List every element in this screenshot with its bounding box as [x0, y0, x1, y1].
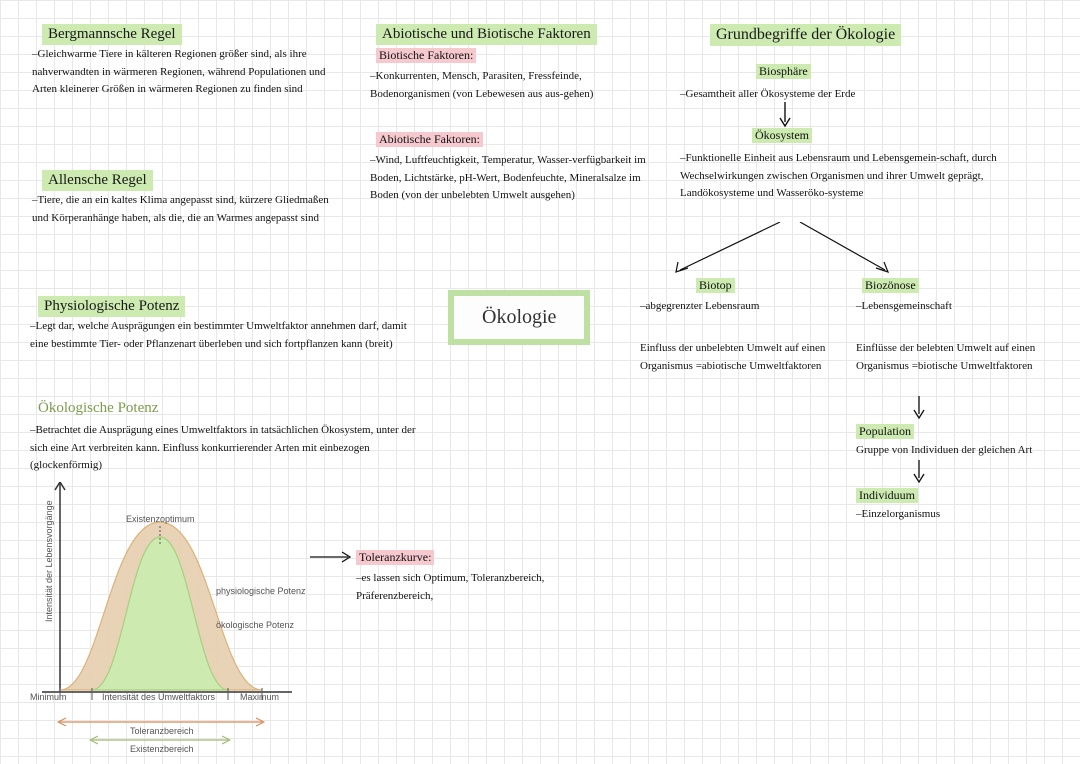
abiot-text: –Wind, Luftfeuchtigkeit, Temperatur, Was… — [370, 152, 650, 205]
grund-title: Grundbegriffe der Ökologie — [710, 24, 901, 46]
tol-label: Toleranzkurve: — [356, 550, 434, 565]
individuum-text: –Einzelorganismus — [856, 506, 1066, 524]
center-title: Ökologie — [482, 306, 556, 328]
oekosystem-text: –Funktionelle Einheit aus Lebensraum und… — [680, 150, 1050, 203]
tol-text: –es lassen sich Optimum, Toleranzbereich… — [356, 570, 596, 605]
svg-text:Toleranzbereich: Toleranzbereich — [130, 726, 194, 736]
biozoenose: Biozönose — [862, 278, 919, 293]
population-text: Gruppe von Individuen der gleichen Art — [856, 442, 1066, 460]
individuum: Individuum — [856, 488, 918, 503]
center-title-box: Ökologie — [448, 290, 590, 345]
svg-text:Maximum: Maximum — [240, 692, 279, 702]
biosphere: Biosphäre — [756, 64, 811, 79]
svg-text:physiologische Potenz: physiologische Potenz — [216, 586, 306, 596]
biosphere-text: –Gesamtheit aller Ökosysteme der Erde — [680, 86, 960, 104]
population: Population — [856, 424, 914, 439]
oekosystem: Ökosystem — [752, 128, 812, 143]
allen-text: –Tiere, die an ein kaltes Klima angepass… — [32, 192, 342, 227]
svg-text:Minimum: Minimum — [30, 692, 67, 702]
oeko-title: Ökologische Potenz — [38, 400, 158, 417]
biotop-sub: –abgegrenzter Lebensraum — [640, 298, 830, 316]
abiot-label: Abiotische Faktoren: — [376, 132, 483, 147]
bergmann-text: –Gleichwarme Tiere in kälteren Regionen … — [32, 46, 342, 99]
phys-text: –Legt dar, welche Ausprägungen ein besti… — [30, 318, 420, 353]
phys-title: Physiologische Potenz — [38, 296, 185, 317]
biot-label: Biotische Faktoren: — [376, 48, 476, 63]
allen-title: Allensche Regel — [42, 170, 153, 191]
biozoenose-sub: –Lebensgemeinschaft — [856, 298, 1056, 316]
abf-title: Abiotische und Biotische Faktoren — [376, 24, 597, 45]
tolerance-curve-chart: Existenzoptimum physiologische Potenz ök… — [30, 482, 330, 762]
svg-text:ökologische Potenz: ökologische Potenz — [216, 620, 295, 630]
svg-text:Intensität des Umweltfaktors: Intensität des Umweltfaktors — [102, 692, 216, 702]
branch-arrows-icon — [660, 222, 920, 280]
biotop: Biotop — [696, 278, 735, 293]
down-arrow-icon — [912, 396, 926, 420]
biot-text: –Konkurrenten, Mensch, Parasiten, Fressf… — [370, 68, 650, 103]
oeko-text: –Betrachtet die Ausprägung eines Umweltf… — [30, 422, 420, 475]
svg-text:Existenzoptimum: Existenzoptimum — [126, 514, 195, 524]
svg-text:Existenzbereich: Existenzbereich — [130, 744, 194, 754]
down-arrow-icon — [778, 102, 792, 128]
down-arrow-icon — [912, 460, 926, 484]
bergmann-title: Bergmannsche Regel — [42, 24, 182, 45]
biozoenose-text: Einflüsse der belebten Umwelt auf einen … — [856, 340, 1066, 375]
biotop-text: Einfluss der unbelebten Umwelt auf einen… — [640, 340, 830, 375]
svg-text:Intensität der Lebensvorgänge: Intensität der Lebensvorgänge — [44, 500, 54, 622]
